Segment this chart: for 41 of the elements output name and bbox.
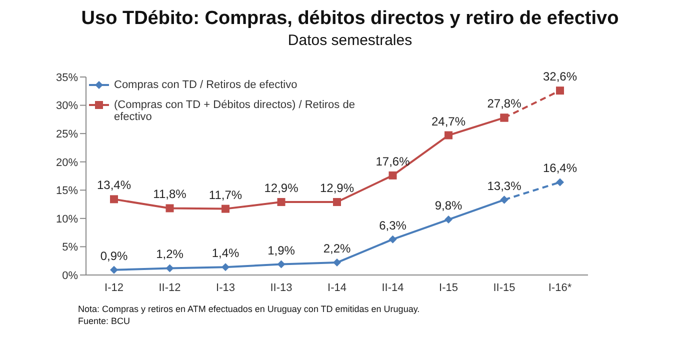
data-label: 1,4% (212, 246, 240, 260)
data-label: 17,6% (376, 154, 410, 168)
x-tick-label: II-14 (382, 282, 404, 294)
data-label: 12,9% (264, 181, 299, 196)
y-tick-label: 25% (56, 128, 78, 140)
x-tick-label: II-13 (270, 282, 292, 294)
data-label: 6,3% (379, 218, 407, 232)
chart-subtitle: Datos semestrales (286, 32, 414, 49)
y-tick-label: 10% (56, 213, 78, 226)
x-tick-label: I-13 (216, 282, 235, 294)
x-tick-label: II-12 (158, 282, 181, 294)
x-tick-label: I-16* (548, 282, 572, 294)
chart-title: Uso TDébito: Compras, débitos directos y retiro de efectivo (80, 8, 620, 30)
y-tick-label: 5% (62, 242, 78, 254)
data-label: 1,9% (268, 243, 296, 258)
data-label: 9,8% (434, 198, 462, 213)
legend-label: (Compras con TD + Débitos directos) / Retiros de efectivo (114, 99, 356, 123)
data-label: 16,4% (542, 161, 578, 176)
data-label: 0,9% (100, 248, 128, 263)
data-label: 1,2% (156, 247, 184, 262)
data-label: 11,8% (153, 187, 187, 202)
x-tick-label: I-15 (439, 282, 458, 294)
data-label: 27,8% (487, 96, 522, 111)
x-tick-label: II-15 (493, 282, 516, 294)
data-label: 13,3% (487, 178, 522, 193)
legend-label: Compras con TD / Retiros de efectivo (114, 79, 298, 91)
data-label: 32,6% (542, 70, 578, 84)
source-note: Fuente: BCU (78, 315, 132, 327)
y-tick-label: 35% (56, 72, 78, 84)
data-label: 2,2% (323, 242, 351, 256)
data-label: 12,9% (320, 181, 354, 196)
text: Nota: Compras y retiros en ATM efectuados en Uruguay con TD emitidas en Uruguay. (78, 303, 421, 315)
y-tick-label: 0% (62, 270, 78, 282)
y-tick-label: 15% (56, 185, 78, 198)
x-tick-label: I-12 (104, 282, 124, 294)
data-label: 13,4% (96, 178, 132, 192)
y-tick-label: 20% (56, 156, 78, 169)
data-label: 11,7% (208, 188, 242, 202)
y-tick-label: 30% (56, 100, 78, 112)
data-label: 24,7% (431, 114, 466, 128)
x-tick-label: I-14 (328, 282, 346, 294)
